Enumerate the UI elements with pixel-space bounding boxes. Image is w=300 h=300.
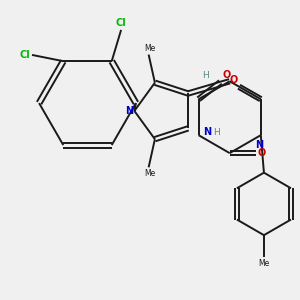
Text: H: H: [214, 128, 220, 136]
Text: O: O: [258, 148, 266, 158]
Text: O: O: [229, 75, 237, 85]
Text: N: N: [203, 127, 211, 137]
Text: O: O: [222, 70, 230, 80]
Text: Me: Me: [145, 169, 156, 178]
Text: Me: Me: [258, 259, 270, 268]
Text: N: N: [125, 106, 133, 116]
Text: Cl: Cl: [20, 50, 31, 60]
Text: Cl: Cl: [116, 18, 127, 28]
Text: Me: Me: [145, 44, 156, 53]
Text: N: N: [255, 140, 263, 150]
Text: H: H: [202, 70, 209, 80]
